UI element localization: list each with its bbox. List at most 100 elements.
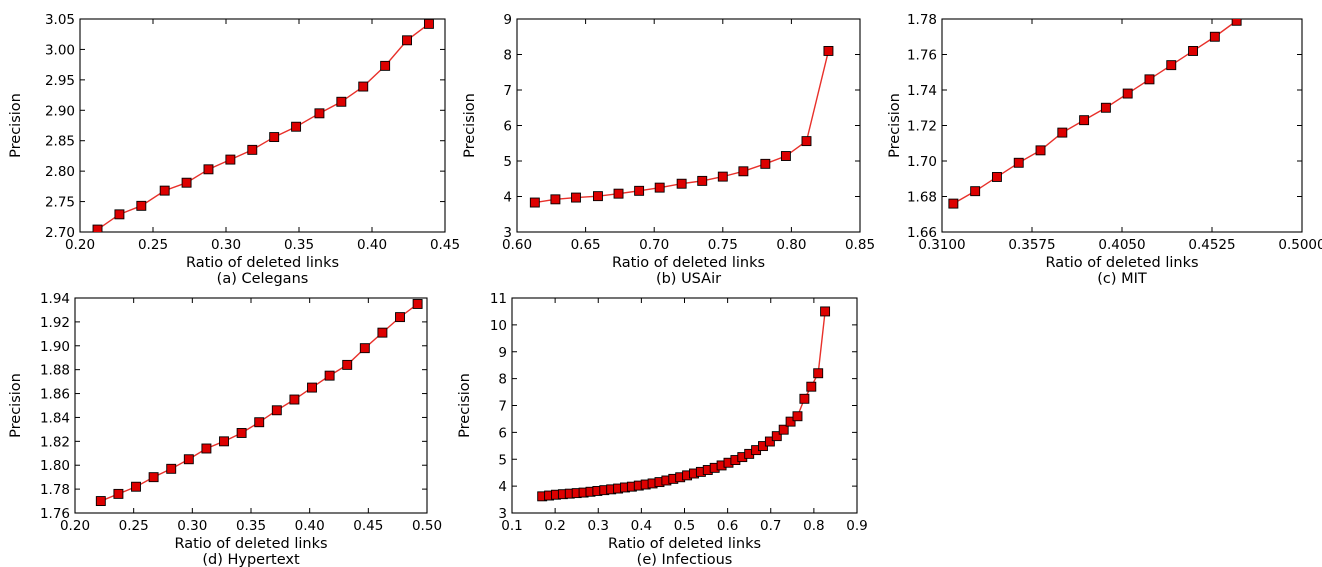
x-axis-label: Ratio of deleted links: [608, 536, 761, 552]
chart-caption: (d) Hypertext: [202, 552, 300, 567]
data-point: [801, 136, 812, 147]
y-axis-label: Precision: [887, 93, 903, 158]
series-line: [97, 23, 430, 231]
data-point: [634, 185, 645, 196]
y-tick-label: 2.90: [45, 103, 75, 119]
data-point: [1231, 19, 1242, 26]
x-tick-label: 0.1: [501, 518, 522, 534]
x-tick-label: 0.85: [845, 237, 875, 253]
data-point: [738, 166, 749, 177]
x-tick-label: 0.35: [236, 518, 266, 534]
y-tick-label: 5: [498, 452, 507, 468]
data-point: [95, 496, 106, 507]
data-point: [550, 194, 561, 205]
data-point: [1209, 31, 1220, 42]
data-point: [219, 436, 229, 447]
data-point: [136, 200, 147, 211]
chart-caption: (a) Celegans: [217, 271, 309, 287]
data-point: [771, 431, 782, 442]
chart-caption: (e) Infectious: [637, 552, 733, 567]
data-point: [203, 164, 214, 175]
data-point: [183, 454, 194, 465]
data-point: [1100, 102, 1111, 113]
data-point: [314, 108, 325, 119]
x-tick-label: 0.5: [674, 518, 695, 534]
x-tick-label: 0.75: [708, 237, 738, 253]
series-group: [95, 299, 423, 507]
y-tick-label: 7: [498, 399, 507, 415]
y-tick-label: 1.76: [907, 48, 937, 64]
data-point: [289, 394, 300, 405]
data-point: [813, 368, 824, 379]
data-point: [236, 428, 247, 438]
data-point: [201, 443, 212, 454]
y-axis-label: Precision: [8, 93, 24, 158]
x-tick-label: 0.35: [284, 237, 314, 253]
data-point: [592, 191, 603, 202]
data-point: [307, 382, 317, 393]
data-point: [358, 81, 369, 92]
y-tick-label: 7: [503, 83, 512, 99]
y-axis-label: Precision: [8, 373, 24, 438]
x-tick-label: 0.3575: [1008, 237, 1055, 253]
x-tick-label: 0.30: [177, 518, 207, 534]
data-point: [799, 393, 810, 404]
y-tick-label: 8: [498, 372, 507, 388]
data-point: [717, 171, 728, 182]
data-point: [785, 416, 796, 427]
x-tick-label: 0.65: [571, 237, 601, 253]
y-tick-label: 2.95: [45, 73, 75, 89]
chart-panel-2: 0.60 0.65 0.70 0.75 0.80 0.85 3 4 5 6 7 8 9 Ratio of …: [462, 12, 875, 287]
data-point: [529, 197, 540, 208]
y-axis-label: Precision: [457, 373, 473, 438]
x-tick-label: 0.4: [631, 518, 652, 534]
data-point: [780, 151, 791, 161]
x-tick-label: 0.7: [760, 518, 781, 534]
y-tick-label: 1.70: [907, 154, 937, 170]
plot-frame: [941, 18, 1303, 233]
x-tick-label: 0.25: [138, 237, 168, 253]
y-tick-label: 1.92: [40, 315, 70, 331]
series-group: [537, 306, 831, 502]
y-tick-label: 3: [498, 506, 507, 522]
data-point: [291, 121, 302, 132]
x-tick-label: 0.4050: [1098, 237, 1145, 253]
y-tick-label: 4: [498, 479, 507, 495]
data-point: [377, 327, 388, 338]
y-tick-label: 9: [503, 12, 512, 28]
x-tick-label: 0.40: [357, 237, 387, 253]
y-tick-label: 1.78: [907, 12, 937, 28]
data-point: [92, 224, 103, 232]
data-point: [970, 186, 981, 197]
y-tick-label: 11: [490, 291, 507, 307]
data-point: [571, 192, 581, 203]
x-axis-label: Ratio of deleted links: [612, 255, 765, 271]
data-point: [271, 405, 282, 416]
x-tick-label: 0.9: [846, 518, 867, 534]
data-point: [380, 60, 391, 71]
chart-panel-3: 0.3100 0.3575 0.4050 0.4525 0.5000 1.66 1.68 1.…: [887, 0, 1322, 287]
y-tick-label: 3.00: [45, 42, 75, 58]
data-point: [113, 488, 124, 499]
y-tick-label: 6: [503, 119, 512, 135]
x-tick-label: 0.6: [717, 518, 738, 534]
plot-frame: [79, 18, 446, 233]
x-tick-label: 0.20: [65, 237, 95, 253]
y-tick-label: 1.94: [40, 291, 70, 307]
y-tick-label: 10: [490, 318, 507, 334]
data-point: [359, 343, 370, 354]
y-tick-label: 5: [503, 154, 512, 170]
data-point: [166, 463, 177, 474]
data-point: [269, 132, 280, 143]
data-point: [948, 198, 959, 209]
data-point: [760, 158, 771, 169]
x-tick-label: 0.8: [803, 518, 824, 534]
data-point: [423, 19, 434, 29]
y-tick-label: 1.90: [40, 339, 70, 355]
y-tick-label: 9: [498, 345, 507, 361]
data-point: [697, 175, 708, 186]
data-point: [1276, 0, 1285, 2]
data-point: [1254, 6, 1263, 15]
x-tick-label: 0.25: [119, 518, 149, 534]
